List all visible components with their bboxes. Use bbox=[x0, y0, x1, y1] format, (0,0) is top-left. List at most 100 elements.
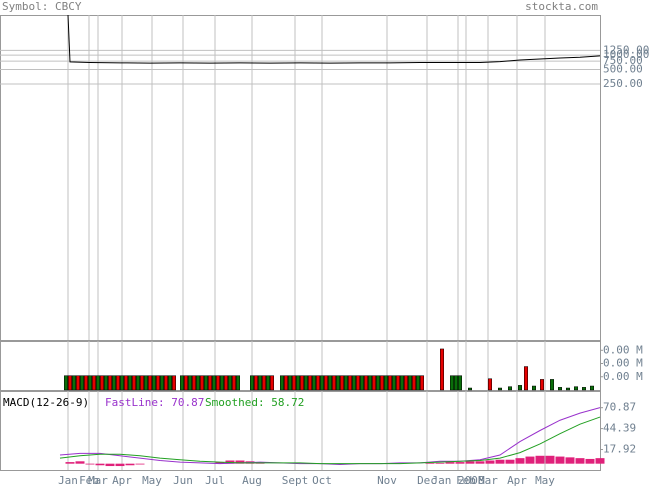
histogram-bar bbox=[425, 462, 435, 464]
volume-bar bbox=[92, 375, 96, 391]
volume-bar bbox=[304, 375, 308, 391]
histogram-bar bbox=[125, 463, 135, 466]
volume-bar bbox=[204, 375, 208, 391]
volume-bar bbox=[88, 375, 92, 391]
y-tick-label: 70.87 bbox=[603, 401, 636, 414]
volume-bar bbox=[440, 348, 444, 391]
volume-bar bbox=[450, 375, 454, 391]
histogram-bar bbox=[495, 459, 505, 464]
volume-bar bbox=[144, 375, 148, 391]
x-tick-label: Apr bbox=[112, 474, 132, 486]
x-tick-label: Sept bbox=[282, 474, 309, 486]
volume-bar bbox=[132, 375, 136, 391]
volume-bar bbox=[212, 375, 216, 391]
volume-bar bbox=[508, 386, 512, 391]
histogram-bar bbox=[595, 458, 605, 464]
histogram-bar bbox=[445, 462, 455, 464]
volume-bar bbox=[148, 375, 152, 391]
series-line bbox=[67, 14, 601, 64]
volume-bar bbox=[108, 375, 112, 391]
y-tick-label: 0.00 M bbox=[603, 357, 643, 370]
volume-bar bbox=[254, 375, 258, 391]
volume-bar bbox=[498, 387, 502, 391]
histogram-bar bbox=[75, 461, 85, 464]
histogram-bar bbox=[565, 457, 575, 464]
x-tick-label: Jul bbox=[205, 474, 225, 486]
volume-bar bbox=[284, 375, 288, 391]
volume-bar bbox=[188, 375, 192, 391]
x-tick-label: Feb bbox=[79, 474, 99, 486]
volume-bar bbox=[400, 375, 404, 391]
volume-bar bbox=[232, 375, 236, 391]
volume-bar bbox=[416, 375, 420, 391]
volume-bar bbox=[100, 375, 104, 391]
histogram-bar bbox=[85, 463, 95, 465]
volume-bar bbox=[324, 375, 328, 391]
volume-bar bbox=[376, 375, 380, 391]
volume-bar bbox=[396, 375, 400, 391]
volume-bar bbox=[518, 385, 522, 391]
series-line bbox=[59, 416, 601, 465]
y-tick-label: 1000.00 bbox=[603, 48, 649, 61]
volume-bar bbox=[164, 375, 168, 391]
histogram-bar bbox=[435, 462, 445, 464]
volume-bar bbox=[558, 387, 562, 391]
volume-bar bbox=[280, 375, 284, 391]
x-tick-label: May bbox=[142, 474, 162, 486]
volume-bar bbox=[152, 375, 156, 391]
volume-bar bbox=[300, 375, 304, 391]
x-tick-label: Jan 2008 bbox=[432, 474, 485, 486]
volume-bar bbox=[488, 378, 492, 391]
histogram-bar bbox=[575, 458, 585, 464]
y-tick-label: 0.00 M bbox=[603, 370, 643, 383]
volume-bar bbox=[352, 375, 356, 391]
volume-bar bbox=[120, 375, 124, 391]
histogram-bar bbox=[115, 463, 125, 467]
y-tick-label: 0.00 M bbox=[603, 343, 643, 356]
histogram-bar bbox=[465, 461, 475, 464]
histogram-bar bbox=[95, 463, 105, 466]
volume-bar bbox=[180, 375, 184, 391]
volume-bar bbox=[566, 387, 570, 391]
volume-bar bbox=[80, 375, 84, 391]
volume-bar bbox=[270, 375, 274, 391]
volume-bar bbox=[308, 375, 312, 391]
histogram-bar bbox=[515, 458, 525, 464]
volume-bar bbox=[524, 366, 528, 391]
volume-bar bbox=[236, 375, 240, 391]
volume-bar bbox=[224, 375, 228, 391]
volume-bar bbox=[420, 375, 424, 391]
site: stockta.com bbox=[525, 0, 598, 13]
volume-bar bbox=[364, 375, 368, 391]
volume-bar bbox=[216, 375, 220, 391]
symbol: Symbol: CBCY bbox=[2, 0, 82, 13]
volume-bar bbox=[128, 375, 132, 391]
volume-bar bbox=[388, 375, 392, 391]
volume-bar bbox=[408, 375, 412, 391]
volume-bar bbox=[332, 375, 336, 391]
histogram-bar bbox=[105, 463, 115, 467]
volume-bar bbox=[380, 375, 384, 391]
volume-bar bbox=[468, 387, 472, 391]
volume-bar bbox=[124, 375, 128, 391]
volume-bar bbox=[368, 375, 372, 391]
histogram-bar bbox=[585, 458, 595, 464]
y-tick-label: 750.00 bbox=[603, 54, 643, 67]
histogram-bar bbox=[535, 455, 545, 464]
volume-bar bbox=[392, 375, 396, 391]
volume-bar bbox=[404, 375, 408, 391]
volume-bar bbox=[104, 375, 108, 391]
volume-bar bbox=[384, 375, 388, 391]
volume-bar bbox=[84, 375, 88, 391]
volume-bar bbox=[550, 379, 554, 391]
x-tick-label: May bbox=[535, 474, 555, 486]
volume-bar bbox=[540, 379, 544, 391]
histogram-bar bbox=[235, 460, 245, 464]
volume-bar bbox=[96, 375, 100, 391]
histogram-bar bbox=[525, 456, 535, 464]
panel-frame bbox=[0, 391, 601, 471]
x-tick-label: Mar bbox=[88, 474, 108, 486]
volume-bar bbox=[220, 375, 224, 391]
